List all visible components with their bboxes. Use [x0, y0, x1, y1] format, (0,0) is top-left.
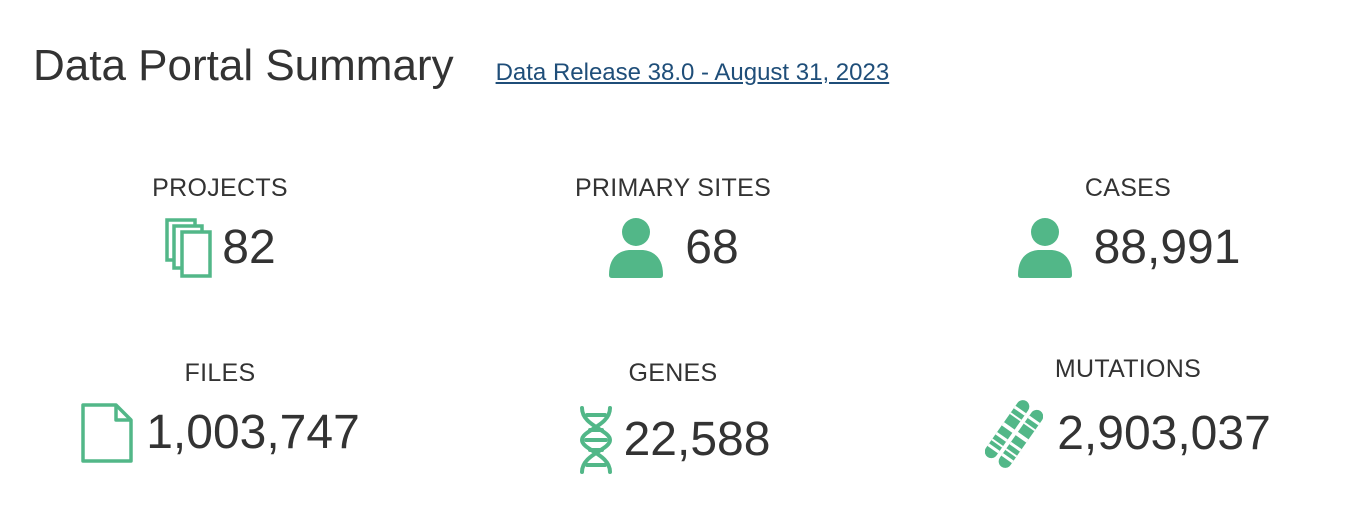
file-icon	[80, 402, 134, 464]
stat-value-cases: 88,991	[1093, 221, 1241, 274]
stat-cases: CASES 88,991	[918, 173, 1338, 279]
stat-files: FILES 1,003,747	[10, 358, 430, 464]
dna-icon	[576, 406, 616, 474]
projects-stack-icon	[164, 217, 214, 279]
stat-projects: PROJECTS 82	[10, 173, 430, 279]
stat-label-mutations: MUTATIONS	[1054, 355, 1202, 383]
stat-value-files: 1,003,747	[146, 406, 360, 459]
stat-label-files: FILES	[184, 359, 256, 387]
stat-label-cases: CASES	[1084, 174, 1172, 202]
stat-genes: GENES 22,588	[463, 358, 883, 474]
person-icon	[1016, 217, 1074, 279]
stat-value-mutations: 2,903,037	[1057, 407, 1271, 460]
stat-value-primary-sites: 68	[685, 221, 739, 274]
chromosome-icon	[985, 398, 1044, 470]
data-release-link[interactable]: Data Release 38.0 - August 31, 2023	[495, 59, 890, 86]
stat-mutations: MUTATIONS	[918, 354, 1338, 470]
stat-value-genes: 22,588	[623, 413, 771, 466]
summary-header: Data Portal Summary Data Release 38.0 - …	[33, 38, 889, 94]
stat-value-projects: 82	[222, 221, 276, 274]
stat-label-projects: PROJECTS	[152, 174, 288, 202]
stat-label-genes: GENES	[628, 359, 718, 387]
stat-label-primary-sites: PRIMARY SITES	[574, 174, 772, 202]
person-icon	[607, 217, 665, 279]
page-title: Data Portal Summary	[33, 41, 454, 90]
stat-primary-sites: PRIMARY SITES 68	[463, 173, 883, 279]
